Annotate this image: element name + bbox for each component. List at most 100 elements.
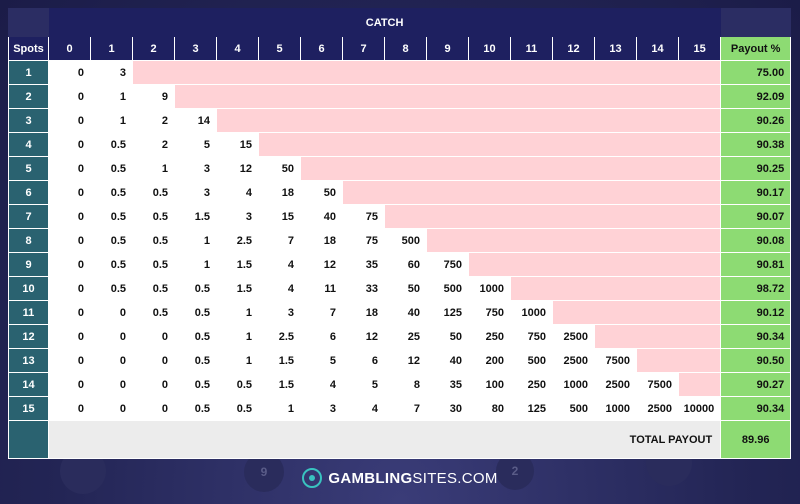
table-row: 4 0 0.5 2 5 15 90.38 bbox=[8, 132, 792, 157]
payout-multiplier-cell: 50 bbox=[426, 324, 469, 349]
payout-multiplier-cell: 25 bbox=[384, 324, 427, 349]
catch-title-row: CATCH bbox=[8, 8, 792, 37]
payout-multiplier-cell: 750 bbox=[510, 324, 553, 349]
payout-multiplier-cell: 0.5 bbox=[132, 300, 175, 325]
not-applicable-cell bbox=[551, 300, 722, 325]
payout-percent-cell: 75.00 bbox=[720, 60, 792, 85]
spots-cell: 15 bbox=[8, 396, 49, 421]
payout-percent-cell: 90.08 bbox=[720, 228, 792, 253]
not-applicable-cell bbox=[341, 180, 722, 205]
payout-multiplier-cell: 0 bbox=[48, 60, 91, 85]
payout-multiplier-cell: 0 bbox=[48, 132, 91, 157]
payout-multiplier-cell: 0.5 bbox=[174, 324, 217, 349]
spots-cell: 10 bbox=[8, 276, 49, 301]
payout-multiplier-cell: 250 bbox=[510, 372, 553, 397]
payout-multiplier-cell: 0 bbox=[132, 348, 175, 373]
payout-multiplier-cell: 0.5 bbox=[90, 228, 133, 253]
catch-header: 12 bbox=[552, 36, 595, 61]
table-row: 13 0 0 0 0.5 1 1.5 5 6 12 40 200 500 2500 7500 90.50 bbox=[8, 348, 792, 373]
payout-multiplier-cell: 3 bbox=[258, 300, 301, 325]
brand-name-bold: GAMBLING bbox=[328, 469, 413, 487]
payout-multiplier-cell: 0 bbox=[48, 204, 91, 229]
catch-header: 6 bbox=[300, 36, 343, 61]
payout-multiplier-cell: 0.5 bbox=[90, 252, 133, 277]
payout-multiplier-cell: 1 bbox=[132, 156, 175, 181]
payout-multiplier-cell: 750 bbox=[468, 300, 511, 325]
payout-multiplier-cell: 12 bbox=[342, 324, 385, 349]
payout-multiplier-cell: 0.5 bbox=[174, 348, 217, 373]
spots-cell: 8 bbox=[8, 228, 49, 253]
payout-multiplier-cell: 12 bbox=[216, 156, 259, 181]
payout-multiplier-cell: 0.5 bbox=[216, 372, 259, 397]
table-row: 7 0 0.5 0.5 1.5 3 15 40 75 90.07 bbox=[8, 204, 792, 229]
payout-multiplier-cell: 2500 bbox=[552, 324, 595, 349]
payout-multiplier-cell: 200 bbox=[468, 348, 511, 373]
catch-header: 7 bbox=[342, 36, 385, 61]
decor-ball-9-icon: 9 bbox=[244, 452, 284, 492]
spots-header: Spots bbox=[8, 36, 49, 61]
spots-cell: 2 bbox=[8, 84, 49, 109]
payout-multiplier-cell: 7 bbox=[384, 396, 427, 421]
payout-percent-cell: 90.25 bbox=[720, 156, 792, 181]
payout-multiplier-cell: 1 bbox=[174, 252, 217, 277]
payout-multiplier-cell: 12 bbox=[300, 252, 343, 277]
payout-multiplier-cell: 1.5 bbox=[216, 252, 259, 277]
payout-multiplier-cell: 3 bbox=[300, 396, 343, 421]
table-row: 6 0 0.5 0.5 3 4 18 50 90.17 bbox=[8, 180, 792, 205]
payout-multiplier-cell: 1.5 bbox=[174, 204, 217, 229]
total-payout-value: 89.96 bbox=[720, 420, 792, 459]
payout-multiplier-cell: 7 bbox=[300, 300, 343, 325]
payout-multiplier-cell: 3 bbox=[174, 180, 217, 205]
catch-header: 2 bbox=[132, 36, 175, 61]
payout-multiplier-cell: 100 bbox=[468, 372, 511, 397]
payout-multiplier-cell: 3 bbox=[216, 204, 259, 229]
corner-cell bbox=[8, 8, 49, 37]
payout-multiplier-cell: 0 bbox=[48, 276, 91, 301]
spots-cell: 9 bbox=[8, 252, 49, 277]
payout-multiplier-cell: 1.5 bbox=[216, 276, 259, 301]
payout-percent-cell: 92.09 bbox=[720, 84, 792, 109]
catch-header: 1 bbox=[90, 36, 133, 61]
spots-cell: 3 bbox=[8, 108, 49, 133]
payout-multiplier-cell: 1 bbox=[258, 396, 301, 421]
table-row: 5 0 0.5 1 3 12 50 90.25 bbox=[8, 156, 792, 181]
payout-multiplier-cell: 4 bbox=[300, 372, 343, 397]
table-row: 8 0 0.5 0.5 1 2.5 7 18 75 500 90.08 bbox=[8, 228, 792, 253]
payout-multiplier-cell: 30 bbox=[426, 396, 469, 421]
payout-multiplier-cell: 0 bbox=[90, 372, 133, 397]
not-applicable-cell bbox=[467, 252, 722, 277]
payout-multiplier-cell: 2500 bbox=[552, 348, 595, 373]
table-row: 9 0 0.5 0.5 1 1.5 4 12 35 60 750 90.81 bbox=[8, 252, 792, 277]
not-applicable-cell bbox=[635, 348, 722, 373]
payout-multiplier-cell: 40 bbox=[426, 348, 469, 373]
payout-multiplier-cell: 35 bbox=[426, 372, 469, 397]
catch-header: 14 bbox=[636, 36, 679, 61]
payout-percent-cell: 90.34 bbox=[720, 396, 792, 421]
payout-percent-cell: 90.12 bbox=[720, 300, 792, 325]
payout-multiplier-cell: 18 bbox=[258, 180, 301, 205]
payout-multiplier-cell: 1 bbox=[174, 228, 217, 253]
spots-cell: 1 bbox=[8, 60, 49, 85]
total-row: TOTAL PAYOUT 89.96 bbox=[8, 420, 792, 459]
decor-ball-number: 9 bbox=[260, 465, 268, 479]
catch-header: 8 bbox=[384, 36, 427, 61]
not-applicable-cell bbox=[173, 84, 722, 109]
payout-multiplier-cell: 0.5 bbox=[132, 180, 175, 205]
spots-cell: 12 bbox=[8, 324, 49, 349]
payout-multiplier-cell: 125 bbox=[426, 300, 469, 325]
table-body: 1 0 3 75.00 2 0 1 9 92.09 3 0 1 2 14 90.26 4 0 0.5 2 5 15 90.… bbox=[8, 60, 792, 421]
payout-multiplier-cell: 0 bbox=[90, 348, 133, 373]
table-row: 2 0 1 9 92.09 bbox=[8, 84, 792, 109]
payout-multiplier-cell: 1 bbox=[90, 84, 133, 109]
payout-percent-cell: 90.34 bbox=[720, 324, 792, 349]
payout-multiplier-cell: 0.5 bbox=[132, 276, 175, 301]
payout-multiplier-cell: 1 bbox=[216, 348, 259, 373]
payout-multiplier-cell: 75 bbox=[342, 228, 385, 253]
payout-multiplier-cell: 0 bbox=[132, 396, 175, 421]
payout-multiplier-cell: 0.5 bbox=[90, 276, 133, 301]
payout-multiplier-cell: 0.5 bbox=[174, 276, 217, 301]
payout-multiplier-cell: 1000 bbox=[552, 372, 595, 397]
payout-multiplier-cell: 2500 bbox=[594, 372, 637, 397]
not-applicable-cell bbox=[215, 108, 722, 133]
